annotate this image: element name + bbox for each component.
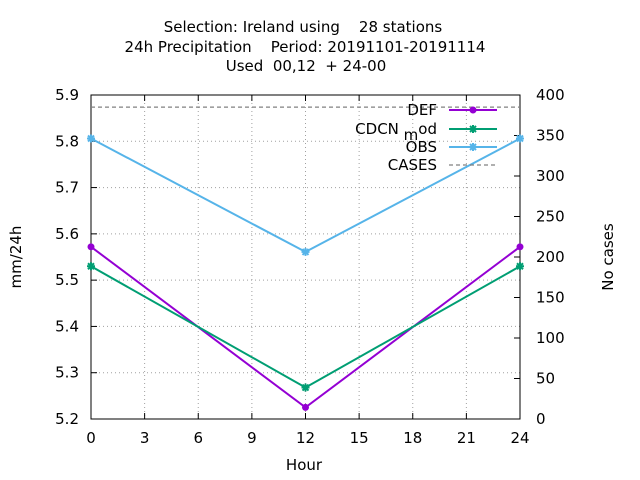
point-def [516,243,524,251]
point-def [87,243,95,251]
legend-marker-cdcn-mod [469,125,477,133]
y-tick-label: 5.8 [55,132,79,150]
x-axis-label: Hour [286,456,323,474]
y2-tick-label: 350 [536,127,565,145]
axis-ticks: 0 3 6 9 12 15 18 21 24 5.2 5.3 5.4 5.5 5.6 5.7 5.8 5.9 0 5… [55,86,565,447]
x-tick-label: 15 [350,429,369,447]
y-tick-label: 5.2 [55,410,79,428]
y2-tick-label: 400 [536,86,565,104]
grid [91,95,520,419]
y2-axis-label: No cases [599,223,617,291]
y-tick-label: 5.7 [55,179,79,197]
point-obs-d2 [301,248,310,256]
point-obs [87,134,95,143]
point-cdcn-mod-d2 [516,262,524,270]
legend-marker-def [469,106,477,114]
x-tick-label: 6 [193,429,203,447]
legend-label-obs: OBS [406,138,437,156]
point-def [302,403,309,411]
legend-label-cases: CASES [388,156,437,174]
y2-tick-label: 250 [536,208,565,226]
y-tick-label: 5.4 [55,317,79,335]
y2-tick-label: 0 [536,410,546,428]
x-tick-label: 18 [403,429,422,447]
legend-label-cdcn-mod: CDCN mod [355,120,437,144]
y2-tick-label: 200 [536,248,565,266]
y-tick-label: 5.9 [55,86,79,104]
y2-tick-label: 150 [536,289,565,307]
point-cdcn-mod-d2 [87,262,95,270]
x-tick-label: 21 [457,429,476,447]
x-tick-label: 9 [247,429,257,447]
series [87,106,524,411]
point-obs [301,247,310,256]
y-tick-label: 5.3 [55,364,79,382]
point-cdcn-mod [301,383,310,392]
y-tick-label: 5.6 [55,225,79,243]
point-obs-d2 [516,134,524,143]
x-tick-label: 3 [140,429,150,447]
chart-title-line-3: Used 00,12 + 24-00 [226,57,386,75]
legend-marker-obs [469,143,477,151]
legend-marker-cdcn-mod-d2 [469,125,477,133]
x-tick-label: 24 [510,429,529,447]
x-tick-label: 0 [86,429,96,447]
x-tick-label: 12 [296,429,315,447]
point-obs [516,134,524,143]
y2-tick-label: 50 [536,370,555,388]
point-cdcn-mod [87,262,95,271]
point-obs-d2 [87,134,95,143]
legend-label-def: DEF [407,101,437,119]
y2-tick-label: 100 [536,329,565,347]
chart-title-line-2: 24h Precipitation Period: 20191101-20191… [125,38,486,56]
y2-tick-label: 300 [536,167,565,185]
point-cdcn-mod-d2 [301,383,310,392]
legend-label-base: CDCN [355,120,404,138]
chart-title-line-1: Selection: Ireland using 28 stations [164,18,443,36]
y-axis-label: mm/24h [7,226,25,289]
y-tick-label: 5.5 [55,271,79,289]
legend-marker-obs-d2 [469,143,477,151]
legend-label-tail: od [418,120,437,138]
point-cdcn-mod [516,262,524,271]
legend-label-sub: m [404,126,419,144]
